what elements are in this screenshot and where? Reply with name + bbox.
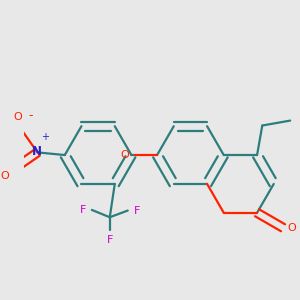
Text: F: F — [134, 206, 140, 216]
Text: O: O — [14, 112, 22, 122]
Text: O: O — [1, 171, 9, 181]
Text: N: N — [32, 145, 41, 158]
Text: -: - — [28, 109, 33, 122]
Text: F: F — [80, 205, 86, 215]
Text: F: F — [106, 235, 113, 244]
Text: O: O — [287, 223, 296, 233]
Text: +: + — [41, 132, 50, 142]
Text: O: O — [120, 150, 129, 160]
